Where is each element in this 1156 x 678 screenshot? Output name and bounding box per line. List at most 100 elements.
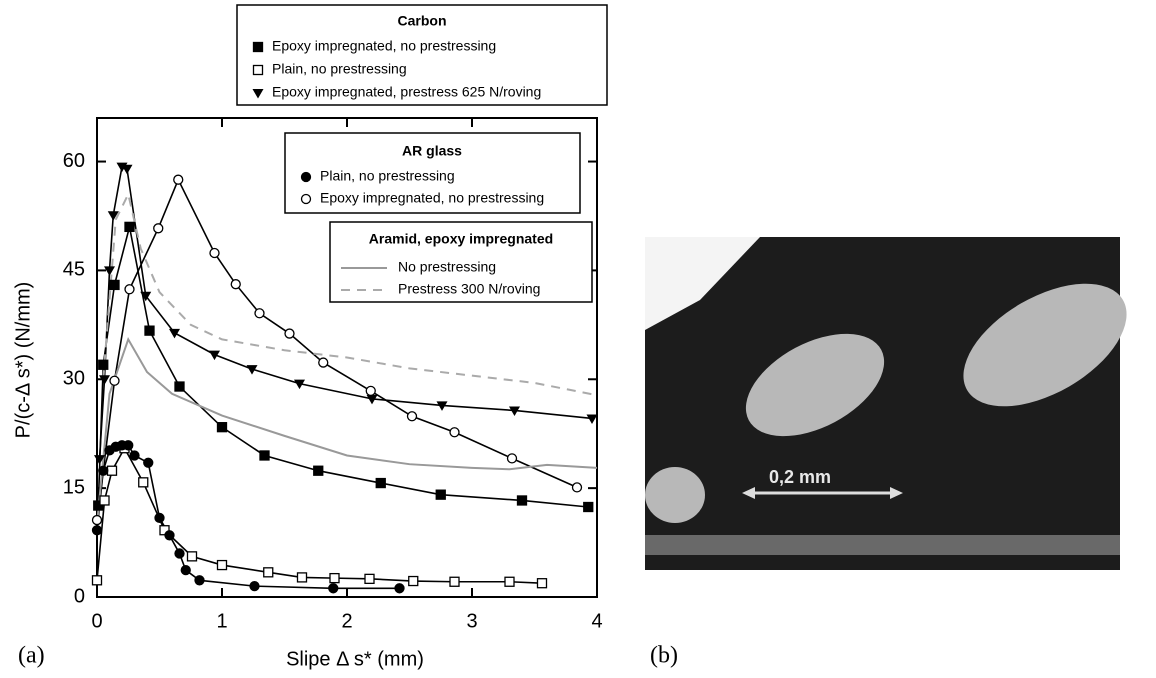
- line-series: [96, 336, 598, 525]
- marker: [144, 325, 155, 336]
- fiber: [745, 333, 885, 437]
- marker: [436, 401, 448, 411]
- marker: [394, 583, 405, 594]
- legend-title: Aramid, epoxy impregnated: [369, 231, 553, 247]
- marker: [509, 406, 520, 416]
- y-tick-label: 60: [63, 150, 85, 172]
- marker: [506, 453, 518, 464]
- y-axis-label: P/(c-Δ s*) (N/mm): [12, 282, 34, 439]
- marker: [318, 357, 329, 368]
- x-tick-label: 2: [341, 610, 352, 632]
- marker: [91, 525, 103, 536]
- marker: [129, 450, 140, 461]
- marker: [408, 575, 419, 587]
- marker: [375, 477, 386, 489]
- marker: [406, 411, 418, 422]
- marker: [504, 576, 515, 587]
- marker: [366, 394, 378, 405]
- marker: [583, 501, 594, 513]
- marker: [107, 211, 119, 221]
- marker: [216, 422, 228, 433]
- legend-box: [236, 4, 608, 106]
- marker: [449, 427, 460, 438]
- legend-marker: [252, 41, 264, 53]
- legend-label: Epoxy impregnated, no prestressing: [272, 38, 496, 54]
- marker: [329, 572, 340, 584]
- x-tick-label: 4: [591, 610, 602, 632]
- marker: [259, 450, 270, 461]
- marker: [164, 530, 175, 541]
- marker: [169, 328, 180, 339]
- marker: [209, 350, 220, 361]
- marker: [91, 575, 103, 586]
- legend-label: Epoxy impregnated, no prestressing: [320, 190, 544, 206]
- marker: [263, 567, 274, 578]
- y-tick-label: 0: [74, 585, 85, 607]
- x-tick-label: 3: [466, 610, 477, 632]
- marker: [121, 164, 133, 175]
- y-tick-label: 15: [63, 476, 85, 498]
- marker: [99, 375, 110, 385]
- legend-box: [284, 132, 581, 214]
- arrow-head: [742, 487, 755, 499]
- panel-label: (b): [650, 643, 678, 669]
- marker: [254, 308, 265, 319]
- legend-marker: [252, 89, 264, 99]
- legend-marker: [300, 171, 312, 183]
- legend-label: No prestressing: [398, 259, 496, 275]
- micrograph: 0,2 mm: [645, 237, 1127, 570]
- marker: [98, 465, 109, 476]
- micrograph-background: [645, 237, 1120, 570]
- marker: [435, 489, 446, 500]
- x-tick-label: 0: [91, 610, 102, 632]
- marker: [364, 573, 375, 585]
- legend-label: Epoxy impregnated, prestress 625 N/rovin…: [272, 84, 541, 100]
- legend-label: Prestress 300 N/roving: [398, 281, 540, 297]
- marker: [216, 559, 228, 571]
- scale-label: 0,2 mm: [769, 467, 831, 487]
- marker: [194, 575, 205, 586]
- marker: [99, 495, 110, 506]
- marker: [94, 455, 105, 465]
- marker: [249, 580, 260, 592]
- arrow-head: [890, 487, 903, 499]
- y-tick-label: 45: [63, 259, 85, 281]
- legend-marker: [300, 193, 312, 205]
- marker: [124, 284, 135, 295]
- marker: [230, 279, 241, 290]
- marker: [109, 375, 120, 386]
- x-tick-label: 1: [216, 610, 227, 632]
- micrograph-edge: [645, 535, 1120, 555]
- legend-title: Carbon: [398, 13, 447, 29]
- legend-title: AR glass: [402, 143, 462, 159]
- marker: [296, 572, 308, 583]
- marker: [284, 328, 295, 339]
- marker: [174, 548, 185, 559]
- marker: [180, 564, 191, 576]
- marker: [365, 385, 376, 397]
- marker: [123, 440, 134, 451]
- fiber: [963, 283, 1127, 407]
- line-series: [102, 191, 598, 397]
- marker: [571, 482, 583, 493]
- y-tick-label: 30: [63, 368, 85, 390]
- panel-label: (a): [18, 643, 45, 669]
- fiber: [645, 467, 705, 523]
- legend-box: [329, 221, 593, 303]
- marker: [174, 381, 185, 392]
- marker: [143, 457, 154, 468]
- marker: [449, 576, 460, 587]
- marker: [294, 379, 305, 390]
- marker: [106, 465, 118, 476]
- marker: [209, 247, 220, 259]
- marker: [516, 495, 528, 506]
- marker: [138, 477, 149, 488]
- marker: [186, 551, 198, 562]
- legend-label: Plain, no prestressing: [272, 61, 407, 77]
- micrograph-corner: [645, 237, 760, 330]
- marker: [91, 514, 103, 526]
- legend-label: Plain, no prestressing: [320, 168, 455, 184]
- marker: [586, 414, 598, 424]
- line-series: [96, 444, 400, 590]
- marker: [124, 221, 135, 233]
